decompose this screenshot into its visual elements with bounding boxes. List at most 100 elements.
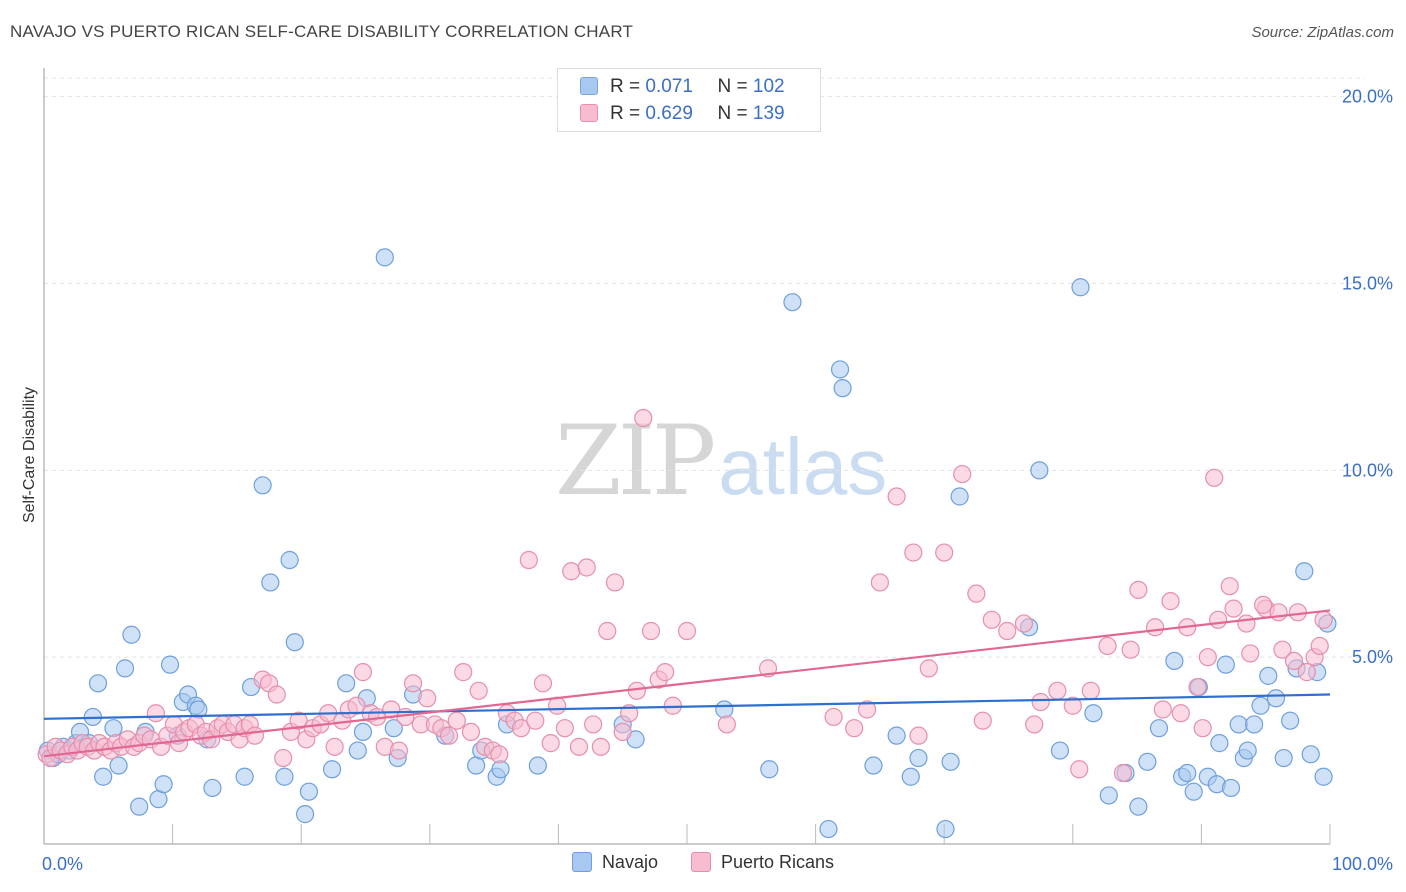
puerto-ricans-point	[418, 689, 437, 708]
navajo-trend-line	[43, 693, 1331, 720]
puerto-ricans-point	[382, 700, 401, 719]
puerto-ricans-point	[1310, 636, 1329, 656]
navajo-point	[1050, 741, 1070, 760]
puerto-ricans-point	[447, 711, 466, 730]
navajo-point	[1251, 696, 1270, 715]
navajo-point	[783, 293, 802, 312]
puerto-ricans-point	[613, 722, 632, 742]
navajo-point	[1229, 715, 1248, 734]
navajo-point	[950, 487, 969, 506]
navajo-point	[941, 752, 960, 771]
x-tick-label-max: 100.0%	[1332, 854, 1393, 874]
puerto-ricans-point	[274, 748, 293, 768]
navajo-point	[936, 819, 955, 839]
navajo-point	[1238, 741, 1257, 760]
navajo-point	[130, 797, 149, 816]
legend-swatch-navajo	[571, 852, 592, 872]
puerto-ricans-point	[577, 558, 596, 577]
navajo-point	[1165, 651, 1184, 671]
puerto-ricans-point	[904, 543, 923, 562]
puerto-ricans-point	[1070, 760, 1089, 779]
navajo-point	[833, 379, 852, 398]
puerto-ricans-point	[403, 674, 423, 693]
puerto-ricans-point	[555, 719, 574, 738]
navajo-point	[154, 775, 173, 794]
source-label: Source: ZipAtlas.com	[1251, 24, 1394, 41]
watermark-zip: ZIP	[555, 405, 716, 517]
puerto-ricans-point	[845, 719, 864, 738]
puerto-ricans-swatch	[580, 104, 598, 122]
legend-label-puerto-ricans: Puerto Ricans	[720, 852, 835, 872]
legend-swatch-puerto-ricans	[690, 852, 711, 872]
puerto-ricans-point	[1153, 700, 1172, 719]
navajo-point	[235, 767, 254, 786]
legend-item-navajo: Navajo	[571, 852, 658, 873]
puerto-ricans-point	[1241, 644, 1260, 663]
puerto-ricans-point	[245, 726, 265, 745]
puerto-ricans-point	[584, 715, 603, 734]
navajo-point	[909, 748, 928, 768]
navajo-point	[348, 741, 367, 760]
puerto-ricans-r-value: 0.629	[645, 103, 693, 124]
puerto-ricans-point	[967, 584, 986, 603]
navajo-point	[1149, 719, 1169, 738]
puerto-ricans-n-value: 139	[752, 103, 785, 124]
y-tick-label: 15.0%	[1342, 274, 1393, 294]
navajo-point	[285, 633, 304, 652]
navajo-point	[1138, 752, 1157, 771]
puerto-ricans-n-label: N =	[717, 103, 748, 124]
navajo-point	[115, 659, 135, 678]
puerto-ricans-point	[677, 621, 697, 641]
puerto-ricans-point	[146, 704, 165, 723]
watermark-atlas: atlas	[718, 422, 888, 511]
puerto-ricans-point	[982, 610, 1001, 629]
navajo-point	[901, 767, 920, 786]
puerto-ricans-point	[1297, 663, 1316, 682]
navajo-n-value: 102	[752, 76, 785, 97]
puerto-ricans-point	[389, 741, 409, 760]
puerto-ricans-point	[1129, 580, 1148, 600]
puerto-ricans-point	[1209, 610, 1228, 629]
navajo-point	[384, 719, 403, 738]
navajo-point	[1178, 763, 1197, 783]
navajo-point	[1281, 711, 1300, 730]
navajo-point	[109, 756, 128, 775]
navajo-r-label: R =	[610, 76, 641, 97]
puerto-ricans-point	[973, 711, 992, 730]
puerto-ricans-point	[998, 621, 1017, 641]
puerto-ricans-point	[1113, 763, 1133, 783]
puerto-ricans-point	[512, 719, 531, 738]
puerto-ricans-point	[461, 722, 481, 742]
puerto-ricans-point	[1269, 603, 1288, 622]
navajo-point	[1274, 748, 1293, 768]
puerto-ricans-point	[469, 681, 488, 700]
puerto-ricans-point	[1224, 599, 1243, 618]
navajo-point	[1245, 715, 1264, 734]
navajo-point	[253, 476, 272, 495]
puerto-ricans-point	[1193, 719, 1212, 738]
puerto-ricans-point	[1121, 640, 1140, 659]
puerto-ricans-point	[533, 674, 553, 693]
navajo-point	[1314, 767, 1333, 786]
navajo-point	[528, 756, 547, 775]
navajo-point	[1259, 666, 1278, 685]
navajo-point	[203, 778, 222, 798]
puerto-ricans-point	[824, 707, 843, 727]
puerto-ricans-point	[1273, 640, 1292, 659]
y-tick-label: 10.0%	[1342, 460, 1393, 480]
puerto-ricans-point	[267, 685, 286, 704]
puerto-ricans-point	[1254, 595, 1273, 614]
puerto-ricans-point	[1098, 636, 1117, 656]
puerto-ricans-r-label: R =	[610, 103, 641, 124]
puerto-ricans-point	[541, 734, 560, 753]
navajo-point	[261, 573, 280, 592]
puerto-ricans-point	[526, 711, 545, 730]
puerto-ricans-point	[634, 408, 653, 428]
navajo-swatch	[580, 77, 598, 95]
puerto-ricans-point	[1014, 614, 1034, 633]
navajo-r-value: 0.071	[645, 76, 693, 97]
puerto-ricans-point	[1205, 468, 1224, 487]
watermark: ZIPatlas	[555, 405, 887, 517]
puerto-ricans-point	[1063, 696, 1082, 715]
